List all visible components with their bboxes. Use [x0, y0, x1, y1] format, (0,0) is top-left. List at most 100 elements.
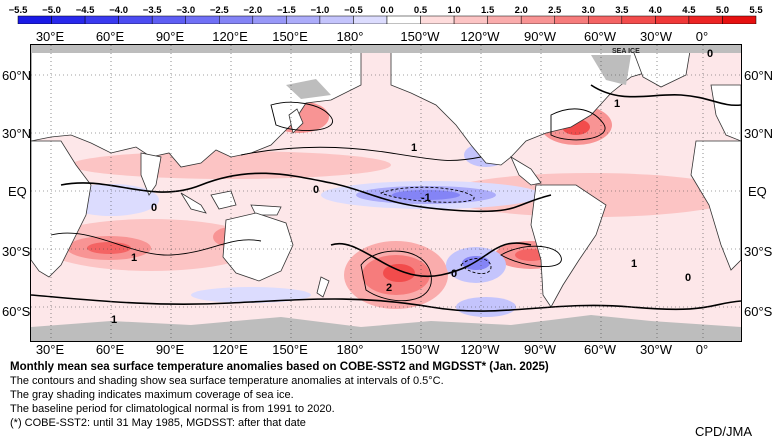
colorbar-tick-label: 3.0 [582, 5, 595, 16]
one-contour [550, 108, 606, 141]
colorbar-tick-label: −3.5 [143, 5, 162, 16]
lon-label: 60°W [584, 342, 616, 357]
anomaly-colorbar: −5.5 −5.0 −4.5 −4.0 −3.5 −3.0 −2.5 −2.0 −1.5 −1.0… [9, 5, 763, 24]
africa-landmass [31, 140, 92, 278]
lon-label: 180° [336, 342, 364, 357]
colorbar-swatch [722, 15, 757, 24]
contour-label: 1 [111, 314, 117, 326]
colorbar-swatch [520, 15, 555, 24]
australia-landmass [222, 212, 294, 282]
lon-label: 150°E [272, 29, 308, 44]
lat-label-right: 60°N [744, 68, 774, 83]
colorbar-swatch [453, 15, 488, 24]
colorbar-tick-label: 0.0 [380, 5, 393, 16]
colorbar-swatch [286, 15, 321, 24]
contour-label: 0 [685, 272, 691, 284]
lon-label: 60°E [95, 29, 125, 44]
contour-label: 0 [451, 268, 457, 280]
one-contour [270, 101, 334, 131]
contour-value-labels: 0 1 -1 0 1 2 1 1 0 0 1 0 [111, 48, 713, 326]
colorbar-swatch [588, 15, 623, 24]
colorbar-tick-label: −0.5 [344, 5, 363, 16]
map-canvas: 0 1 -1 0 1 2 1 1 0 0 1 0 [31, 45, 741, 341]
cool-anomaly-patch [392, 190, 460, 200]
lat-label-right: 60°S [744, 304, 773, 319]
colorbar-swatch [185, 15, 220, 24]
colorbar-tick-label: −1.0 [311, 5, 330, 16]
bottom-longitude-axis: 30°E 60°E 90°E 120°E 150°E 180° 150°W 12… [30, 342, 740, 358]
zero-contour [60, 172, 552, 213]
lon-label: 60°W [584, 29, 616, 44]
colorbar-swatch [319, 15, 354, 24]
south-america-landmass [530, 184, 607, 308]
lon-label: 30°E [35, 342, 65, 357]
zero-contour [590, 84, 741, 107]
cool-anomaly-patch [191, 287, 311, 303]
one-contour [50, 232, 262, 256]
lon-label: 0° [695, 29, 709, 44]
warm-anomaly-patch [87, 242, 131, 254]
zero-contour [31, 294, 741, 312]
cool-anomaly-patch [456, 297, 516, 317]
one-contour [360, 250, 432, 302]
colorbar-tick-label: −4.5 [76, 5, 95, 16]
colorbar-tick-label: 4.5 [682, 5, 696, 16]
graticule [31, 45, 741, 341]
one-contour [500, 245, 562, 267]
map-caption: Monthly mean sea surface temperature ano… [10, 360, 549, 430]
sst-anomaly-map: 0 1 -1 0 1 2 1 1 0 0 1 0 [30, 44, 742, 342]
colorbar-tick-label: 4.0 [649, 5, 662, 16]
central-america-landmass [510, 156, 542, 186]
lat-label-left: 60°N [2, 68, 32, 83]
lon-label: 150°E [272, 342, 308, 357]
borneo-landmass [210, 190, 237, 210]
colorbar-swatch [17, 15, 52, 24]
colorbar-swatch [151, 15, 186, 24]
colorbar-tick-label: −1.5 [277, 5, 296, 16]
lat-label-left: 30°N [2, 126, 32, 141]
colorbar-tick-label: 2.0 [515, 5, 528, 16]
lon-label: 150°W [400, 342, 440, 357]
colorbar-swatch [554, 15, 589, 24]
neg-one-contour [379, 186, 475, 203]
credit-label: CPD/JMA [694, 424, 752, 439]
contour-label: 0 [151, 202, 157, 214]
top-longitude-axis: 30°E 60°E 90°E 120°E 150°E 180° 150°W 12… [30, 29, 740, 45]
sea-ice-north [31, 45, 741, 53]
colorbar-tick-label: 3.5 [615, 5, 629, 16]
lon-label: 30°W [640, 342, 672, 357]
eurasia-landmass [31, 45, 362, 168]
new-guinea-landmass [250, 204, 282, 216]
colorbar-swatch [386, 15, 421, 24]
neg-one-contour [460, 258, 492, 274]
india-landmass [140, 152, 162, 196]
lon-label: 90°E [155, 29, 185, 44]
lon-label: 150°W [400, 29, 440, 44]
contour-label: 0 [707, 48, 713, 60]
colorbar-swatch [252, 15, 287, 24]
lat-label-left: 30°S [2, 244, 31, 259]
caption-line: The contours and shading show sea surfac… [10, 375, 444, 387]
sea-ice [31, 45, 741, 341]
lon-label: 90°E [155, 342, 185, 357]
sea-ice-okhotsk [286, 79, 331, 99]
colorbar-swatch [51, 15, 86, 24]
lon-label: 30°E [35, 29, 65, 44]
colorbar-tick-label: 2.5 [548, 5, 562, 16]
colorbar-tick-label: 1.5 [481, 5, 495, 16]
land-masses [31, 45, 741, 308]
colorbar-tick-label: −5.0 [42, 5, 61, 16]
lat-label-right: 30°N [744, 126, 774, 141]
cool-anomaly-patch [462, 256, 490, 270]
colorbar-tick-label: 5.5 [749, 5, 763, 16]
lon-label: 30°W [640, 29, 672, 44]
contour-label: 2 [386, 282, 392, 294]
colorbar-swatch [219, 15, 254, 24]
lon-label: 90°W [524, 29, 556, 44]
colorbar-tick-label: 1.0 [447, 5, 460, 16]
colorbar-swatch [353, 15, 388, 24]
europe-west-landmass [710, 84, 741, 142]
greenland-landmass [630, 45, 692, 88]
contour-label: 0 [313, 184, 319, 196]
sumatra-landmass [180, 192, 207, 214]
